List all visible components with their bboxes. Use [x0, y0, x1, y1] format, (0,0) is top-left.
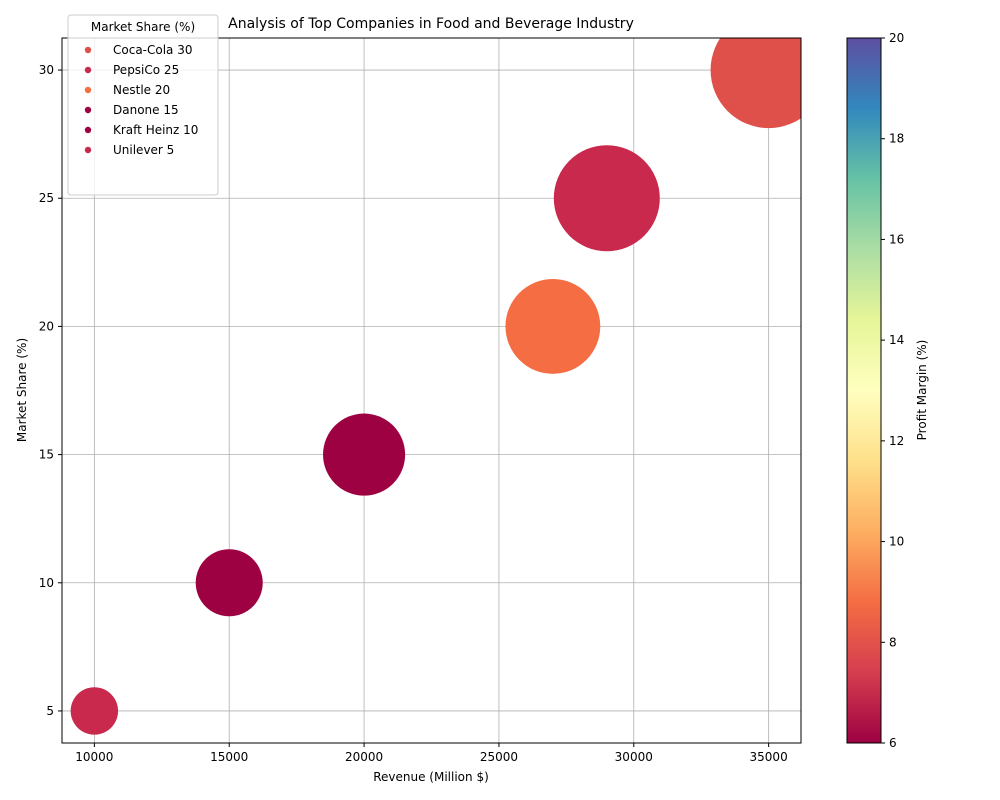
legend-marker — [84, 146, 92, 154]
x-tick-label: 35000 — [750, 750, 788, 764]
plot-frame — [61, 37, 802, 744]
x-tick-label: 20000 — [345, 750, 383, 764]
colorbar-label: Profit Margin (%) — [915, 340, 929, 441]
y-tick-label: 25 — [39, 191, 54, 205]
legend-marker — [84, 126, 92, 134]
y-axis-label: Market Share (%) — [15, 338, 29, 442]
bubble-nestle — [505, 279, 601, 374]
legend-label: PepsiCo 25 — [113, 63, 179, 77]
colorbar: 6 8 10 12 14 16 18 20 Profit Margin (%) — [846, 31, 929, 750]
bubble-danone — [323, 413, 406, 496]
colorbar-tick-label: 18 — [889, 132, 904, 146]
x-tick-label: 15000 — [210, 750, 248, 764]
legend-marker — [84, 86, 92, 94]
y-axis-ticks: 5 10 15 20 25 30 — [39, 63, 62, 718]
legend-title: Market Share (%) — [91, 20, 195, 34]
colorbar-tick-label: 10 — [889, 535, 904, 549]
colorbar-tick-label: 20 — [889, 31, 904, 45]
colorbar-tick-label: 12 — [889, 434, 904, 448]
colorbar-tick-label: 14 — [889, 333, 904, 347]
legend-label: Danone 15 — [113, 103, 179, 117]
chart-title: Analysis of Top Companies in Food and Be… — [228, 16, 634, 32]
legend-label: Unilever 5 — [113, 143, 174, 157]
legend-marker — [84, 46, 92, 54]
y-tick-label: 20 — [39, 319, 54, 333]
legend-label: Coca-Cola 30 — [113, 43, 193, 57]
bubble-kraft-heinz — [195, 549, 263, 617]
colorbar-gradient — [846, 37, 882, 744]
colorbar-tick-label: 8 — [889, 635, 897, 649]
y-tick-label: 15 — [39, 448, 54, 462]
bubble-pepsico — [553, 145, 660, 252]
legend: Market Share (%) Coca-Cola 30 PepsiCo 25 N… — [67, 14, 219, 196]
bubble-layer — [70, 38, 801, 735]
x-axis-label: Revenue (Million $) — [373, 770, 489, 784]
y-tick-label: 30 — [39, 63, 54, 77]
legend-marker — [84, 66, 92, 74]
legend-label: Kraft Heinz 10 — [113, 123, 198, 137]
x-tick-label: 30000 — [615, 750, 653, 764]
colorbar-tick-label: 16 — [889, 232, 904, 246]
bubble-coca-cola — [710, 38, 801, 129]
legend-label: Nestle 20 — [113, 83, 170, 97]
x-axis-ticks: 10000 15000 20000 25000 30000 35000 — [75, 743, 788, 764]
colorbar-tick-label: 6 — [889, 736, 897, 750]
x-tick-label: 10000 — [75, 750, 113, 764]
y-tick-label: 5 — [46, 704, 54, 718]
x-tick-label: 25000 — [480, 750, 518, 764]
y-tick-label: 10 — [39, 576, 54, 590]
bubble-unilever — [70, 687, 119, 735]
legend-marker — [84, 106, 92, 114]
legend-frame — [67, 14, 219, 196]
